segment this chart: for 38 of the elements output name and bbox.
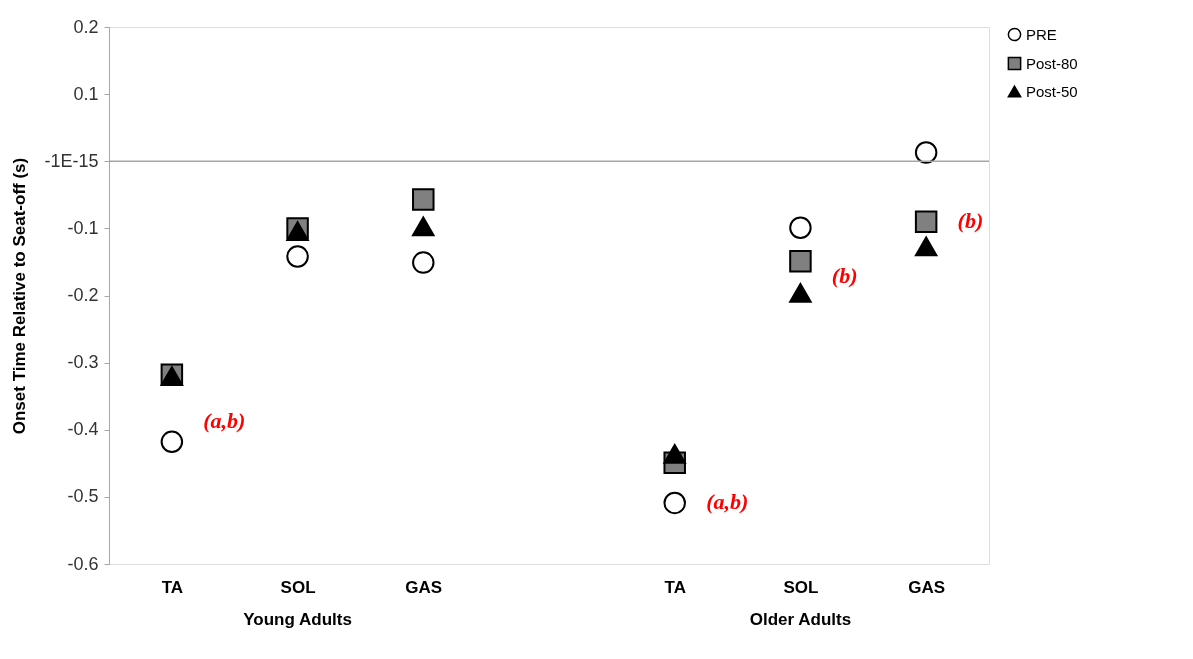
x-tick-label: GAS <box>908 577 946 597</box>
text: Young Adults <box>243 610 352 629</box>
x-tick-label: TA <box>161 577 184 597</box>
y-tick-label: -0.6 <box>67 553 99 574</box>
annotation: (a,b) <box>706 489 749 514</box>
point <box>412 251 435 274</box>
point <box>412 188 435 211</box>
x-tick-label: SOL <box>280 577 316 597</box>
y-tick-label: -0.2 <box>67 285 99 305</box>
point <box>914 141 938 164</box>
point <box>789 216 812 239</box>
y-tick-label: 0.1 <box>73 83 99 104</box>
point <box>412 216 435 237</box>
point <box>914 210 938 233</box>
x-tick-label: TA <box>664 577 686 597</box>
legend-label: PRE <box>1026 25 1057 43</box>
legend-label: Post-80 <box>1026 54 1078 72</box>
point <box>160 430 184 454</box>
y-tick-label: -0.3 <box>67 352 99 373</box>
y-tick-label: -0.5 <box>67 486 99 507</box>
annotation: (a,b) <box>203 408 246 433</box>
text: Older Adults <box>749 610 852 629</box>
annotation: (b) <box>831 263 858 288</box>
y-tick-label: 0.2 <box>73 16 99 37</box>
point <box>914 236 938 257</box>
y-tick-label: -1E-15 <box>44 150 99 171</box>
point <box>286 245 309 268</box>
x-tick-label: SOL <box>783 577 819 597</box>
point <box>663 491 686 515</box>
y-tick-label: -0.1 <box>67 217 99 238</box>
point <box>789 282 812 303</box>
x-tick-label: GAS <box>405 577 443 597</box>
point <box>789 250 812 273</box>
y-axis-title: Onset Time Relative to Seat-off (s) <box>10 157 30 435</box>
point <box>663 444 686 464</box>
legend-label: Post-50 <box>1026 82 1078 100</box>
y-tick-label: -0.4 <box>67 419 99 440</box>
annotation: (b) <box>957 208 984 233</box>
